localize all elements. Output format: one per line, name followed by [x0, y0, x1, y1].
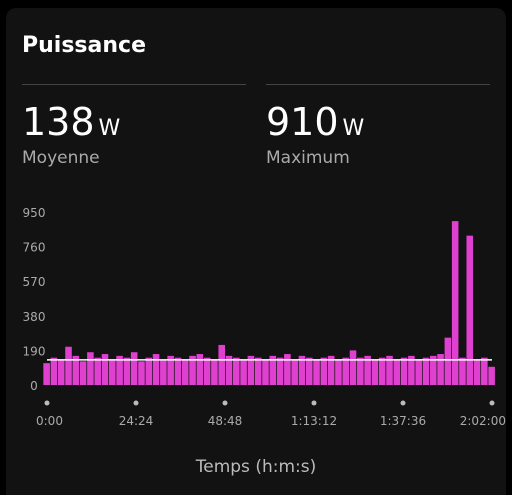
power-sample: [247, 355, 255, 385]
power-sample: [276, 357, 284, 385]
power-sample: [386, 355, 393, 385]
power-sample: [327, 355, 335, 385]
power-sample: [87, 352, 94, 385]
x-tick-label-4: 1:37:36: [380, 414, 426, 428]
power-sample: [364, 355, 371, 385]
power-sample: [320, 357, 328, 385]
power-sample: [225, 355, 233, 385]
power-sample: [145, 357, 153, 385]
power-sample: [429, 355, 437, 385]
power-sample: [116, 355, 123, 385]
y-tick-label-2: 570: [23, 275, 46, 289]
y-tick-label-0: 950: [23, 206, 46, 220]
power-sample: [50, 357, 58, 385]
x-axis-title: Temps (h:m:s): [195, 457, 317, 477]
power-sample: [393, 359, 401, 385]
power-sample: [94, 357, 101, 385]
power-sample: [233, 357, 240, 385]
power-sample: [160, 359, 167, 385]
power-sample: [415, 359, 422, 385]
power-sample: [349, 350, 357, 385]
x-tick-label-5: 2:02:00: [460, 414, 506, 428]
power-sample: [174, 357, 182, 385]
power-sample: [422, 357, 430, 385]
y-tick-label-1: 760: [23, 241, 46, 255]
x-tick-dot-5: [489, 400, 495, 406]
power-sample: [254, 357, 262, 385]
power-sample: [101, 354, 109, 385]
stat-maximum-label: Maximum: [266, 148, 350, 168]
stat-maximum-unit: W: [342, 116, 365, 141]
power-sample: [459, 357, 466, 385]
power-sample: [79, 361, 87, 385]
x-tick-dot-2: [222, 400, 228, 406]
x-tick-dot-1: [133, 400, 139, 406]
divider-right: [266, 84, 490, 85]
power-sample: [123, 357, 131, 385]
power-sample: [481, 357, 488, 385]
x-tick-label-2: 48:48: [208, 414, 243, 428]
y-tick-label-3: 380: [23, 310, 46, 324]
x-tick-dot-4: [400, 400, 406, 406]
power-sample: [357, 357, 364, 385]
power-sample: [109, 359, 116, 385]
power-sample: [400, 357, 408, 385]
power-sample: [284, 354, 291, 385]
divider-left: [22, 84, 246, 85]
power-sample: [371, 359, 379, 385]
power-sample: [65, 346, 72, 385]
power-sample: [269, 355, 277, 385]
power-sample: [262, 359, 269, 385]
power-sample: [335, 359, 342, 385]
power-sample: [488, 366, 495, 385]
x-tick-dot-3: [311, 400, 317, 406]
power-sample: [466, 235, 474, 385]
stat-maximum-value: 910: [266, 100, 339, 144]
power-card-panel: [6, 8, 506, 495]
power-sample: [240, 359, 247, 385]
power-sample: [305, 357, 313, 385]
power-sample: [211, 359, 218, 385]
power-sample: [72, 355, 80, 385]
stat-average-label: Moyenne: [22, 148, 100, 168]
power-sample: [181, 359, 189, 385]
stat-maximum: 910 W Maximum: [266, 100, 364, 168]
power-sample: [451, 221, 459, 385]
power-sample: [437, 354, 444, 385]
y-tick-label-5: 0: [30, 379, 38, 393]
power-sample: [408, 355, 415, 385]
x-tick-label-3: 1:13:12: [291, 414, 337, 428]
power-sample: [473, 359, 481, 385]
power-sample: [298, 355, 306, 385]
power-sample: [444, 337, 452, 385]
power-series: [43, 221, 495, 385]
stat-average-unit: W: [98, 116, 121, 141]
power-chart[interactable]: 950 760 570 380 190 0 0:00 24:24 48:48 1:13:12 1:3…: [0, 195, 512, 435]
power-sample: [378, 357, 386, 385]
x-tick-label-1: 24:24: [119, 414, 154, 428]
stat-average-value: 138: [22, 100, 95, 144]
power-sample: [138, 361, 145, 385]
power-sample: [152, 354, 160, 385]
stat-average: 138 W Moyenne: [22, 100, 120, 168]
power-sample: [342, 357, 350, 385]
power-sample: [167, 355, 174, 385]
power-sample: [57, 359, 65, 385]
power-sample: [313, 359, 320, 385]
power-sample: [43, 363, 50, 385]
card-title: Puissance: [22, 33, 146, 58]
power-sample: [291, 359, 298, 385]
y-tick-label-4: 190: [23, 344, 46, 358]
power-sample: [203, 357, 211, 385]
power-sample: [130, 352, 138, 385]
x-tick-dot-0: [44, 400, 50, 406]
x-tick-label-0: 0:00: [36, 414, 63, 428]
power-sample: [196, 354, 204, 385]
power-sample: [218, 344, 225, 385]
power-sample: [189, 355, 196, 385]
